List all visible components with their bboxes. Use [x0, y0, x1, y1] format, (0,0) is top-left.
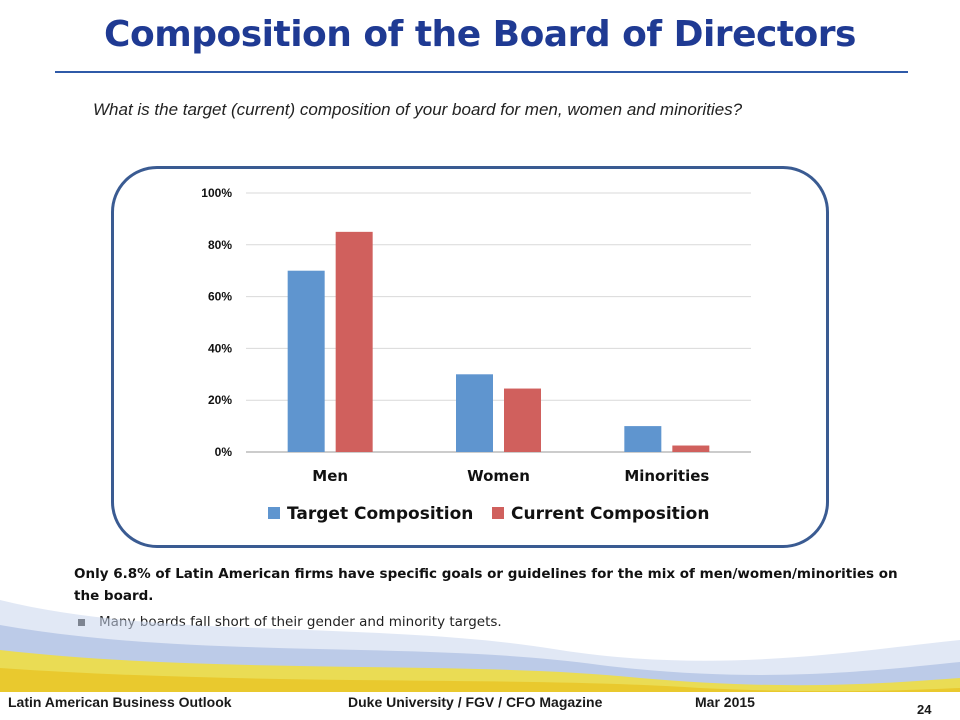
chart-frame — [111, 166, 829, 548]
title-underline — [55, 71, 908, 73]
x-tick-label: Women — [467, 467, 530, 485]
page-number: 24 — [917, 702, 932, 717]
footer-date: Mar 2015 — [695, 694, 755, 710]
legend-swatch — [492, 507, 504, 519]
legend-swatch — [268, 507, 280, 519]
bar-current-composition-minorities — [672, 445, 710, 452]
x-tick-label: Men — [312, 467, 348, 485]
bar-target-composition-men — [287, 270, 325, 452]
y-tick-label: 40% — [208, 341, 232, 355]
footer-center: Duke University / FGV / CFO Magazine — [348, 694, 603, 710]
legend-label: Target Composition — [287, 504, 473, 524]
footer-left: Latin American Business Outlook — [8, 694, 232, 710]
y-tick-label: 20% — [208, 393, 232, 407]
bar-target-composition-women — [456, 374, 493, 452]
bar-chart: 0% 20% 40% 60% 80% 100% Men Women Minorities Targ… — [201, 186, 751, 524]
y-tick-label: 100% — [201, 186, 232, 200]
legend-label: Current Composition — [511, 504, 709, 524]
bar-target-composition-minorities — [624, 426, 662, 452]
footer: Latin American Business Outlook Duke Uni… — [0, 692, 960, 720]
bar-current-composition-women — [504, 388, 541, 452]
slide-title: Composition of the Board of Directors — [104, 14, 856, 55]
y-tick-label: 0% — [215, 445, 233, 459]
x-tick-label: Minorities — [624, 467, 709, 485]
summary-text: Only 6.8% of Latin American firms have s… — [74, 566, 898, 604]
y-tick-label: 80% — [208, 238, 232, 252]
decorative-waves — [0, 600, 960, 692]
bar-current-composition-men — [335, 231, 373, 452]
survey-question: What is the target (current) composition… — [93, 100, 743, 119]
y-tick-label: 60% — [208, 290, 232, 304]
